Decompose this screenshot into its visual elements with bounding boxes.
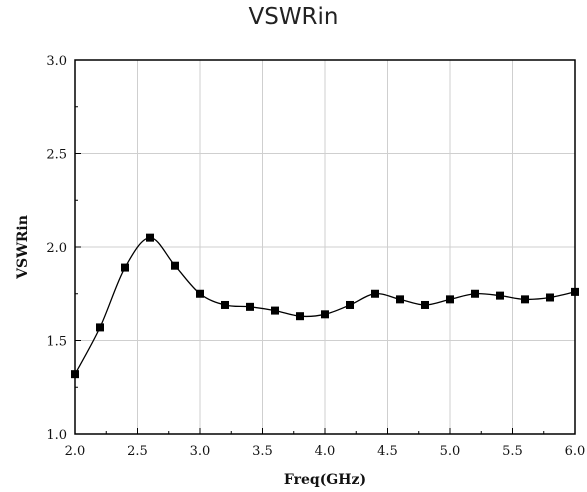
data-point-marker [546, 293, 554, 302]
y-tick-label: 3.0 [46, 54, 67, 69]
data-point-marker [321, 310, 329, 319]
data-point-marker [296, 312, 304, 321]
y-tick-label: 2.0 [46, 241, 67, 256]
x-tick-label: 4.5 [377, 444, 398, 459]
data-point-marker [521, 295, 529, 304]
x-tick-labels: 2.0 2.5 3.0 3.5 4.0 4.5 5.0 5.5 6.0 [65, 444, 586, 459]
data-point-marker [96, 323, 104, 332]
y-tick-label: 1.0 [46, 428, 67, 443]
data-point-marker [121, 263, 129, 272]
y-tick-label: 1.5 [46, 335, 67, 350]
y-tick-label: 2.5 [46, 148, 67, 163]
data-point-marker [171, 261, 179, 270]
y-axis-title: VSWRin [15, 215, 31, 280]
x-tick-label: 5.5 [502, 444, 523, 459]
axis-ticks [74, 59, 576, 435]
data-point-marker [246, 302, 254, 311]
x-tick-label: 3.0 [190, 444, 211, 459]
x-tick-label: 2.5 [127, 444, 148, 459]
grid-lines [75, 60, 575, 434]
y-tick-labels: 1.0 1.5 2.0 2.5 3.0 [46, 54, 67, 443]
data-point-marker [196, 289, 204, 298]
data-point-marker [146, 233, 154, 242]
data-point-marker [71, 370, 79, 379]
data-point-marker [496, 291, 504, 300]
series-markers [71, 233, 579, 379]
data-point-marker [446, 295, 454, 304]
chart-title: VSWRin [248, 4, 339, 30]
x-tick-label: 2.0 [65, 444, 86, 459]
x-tick-label: 5.0 [440, 444, 461, 459]
data-point-marker [221, 300, 229, 309]
data-point-marker [471, 289, 479, 298]
data-point-marker [571, 287, 579, 296]
x-axis-title: Freq(GHz) [284, 472, 366, 488]
data-point-marker [271, 306, 279, 315]
data-point-marker [421, 300, 429, 309]
data-point-marker [346, 300, 354, 309]
x-tick-label: 3.5 [252, 444, 273, 459]
data-point-marker [371, 289, 379, 298]
x-tick-label: 4.0 [315, 444, 336, 459]
x-tick-label: 6.0 [565, 444, 586, 459]
data-point-marker [396, 295, 404, 304]
